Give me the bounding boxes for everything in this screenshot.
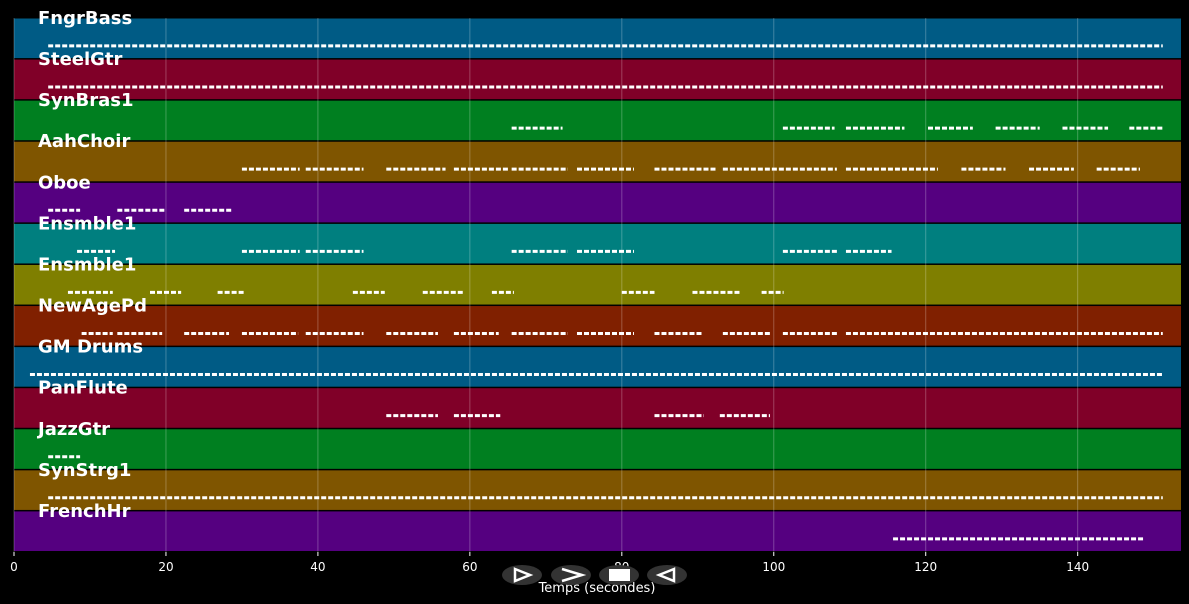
- track-name: SynStrg1: [38, 460, 131, 481]
- track-row: [14, 347, 1181, 387]
- x-tick-label: 20: [158, 560, 173, 574]
- x-axis-label: Temps (secondes): [538, 581, 656, 596]
- track-row: [14, 306, 1181, 346]
- track-row: [14, 429, 1181, 469]
- x-axis: 020406080100120140: [10, 552, 1089, 574]
- x-tick-label: 140: [1066, 560, 1089, 574]
- x-tick-label: 120: [914, 560, 937, 574]
- stop-button[interactable]: [599, 565, 639, 585]
- track-name: SteelGtr: [38, 49, 123, 70]
- track-name: PanFlute: [38, 378, 128, 399]
- track-name: SynBras1: [38, 90, 134, 111]
- track-name: Oboe: [38, 172, 91, 193]
- track-row: [14, 182, 1181, 223]
- track-row: [14, 100, 1181, 141]
- forward-button[interactable]: [551, 565, 591, 585]
- x-tick-label: 60: [462, 560, 477, 574]
- track-name: NewAgePd: [38, 296, 147, 317]
- track-name: FrenchHr: [38, 501, 131, 522]
- play-button[interactable]: [502, 565, 542, 585]
- grid: [13, 18, 1079, 552]
- track-row: [14, 59, 1181, 100]
- x-tick-label: 0: [10, 560, 18, 574]
- track-name: AahChoir: [38, 131, 130, 152]
- track-name: GM Drums: [38, 337, 143, 358]
- track-name: Ensmble1: [38, 213, 136, 234]
- track-row: [14, 264, 1181, 305]
- back-button[interactable]: [647, 565, 687, 585]
- controls: [502, 565, 687, 585]
- x-tick-label: 40: [310, 560, 325, 574]
- x-tick-label: 100: [762, 560, 785, 574]
- track-row: [14, 223, 1181, 264]
- track-row: [14, 141, 1181, 182]
- rows: [14, 18, 1181, 551]
- track-row: [14, 18, 1181, 59]
- track-name: JazzGtr: [36, 419, 110, 440]
- track-row: [14, 470, 1181, 510]
- labels: FngrBass SteelGtr SynBras1 AahChoir Oboe Ensm…: [36, 8, 147, 522]
- track-name: FngrBass: [38, 8, 132, 29]
- track-row: [14, 511, 1181, 551]
- track-row: [14, 388, 1181, 428]
- notes: [29, 44, 1163, 541]
- track-name: Ensmble1: [38, 254, 136, 275]
